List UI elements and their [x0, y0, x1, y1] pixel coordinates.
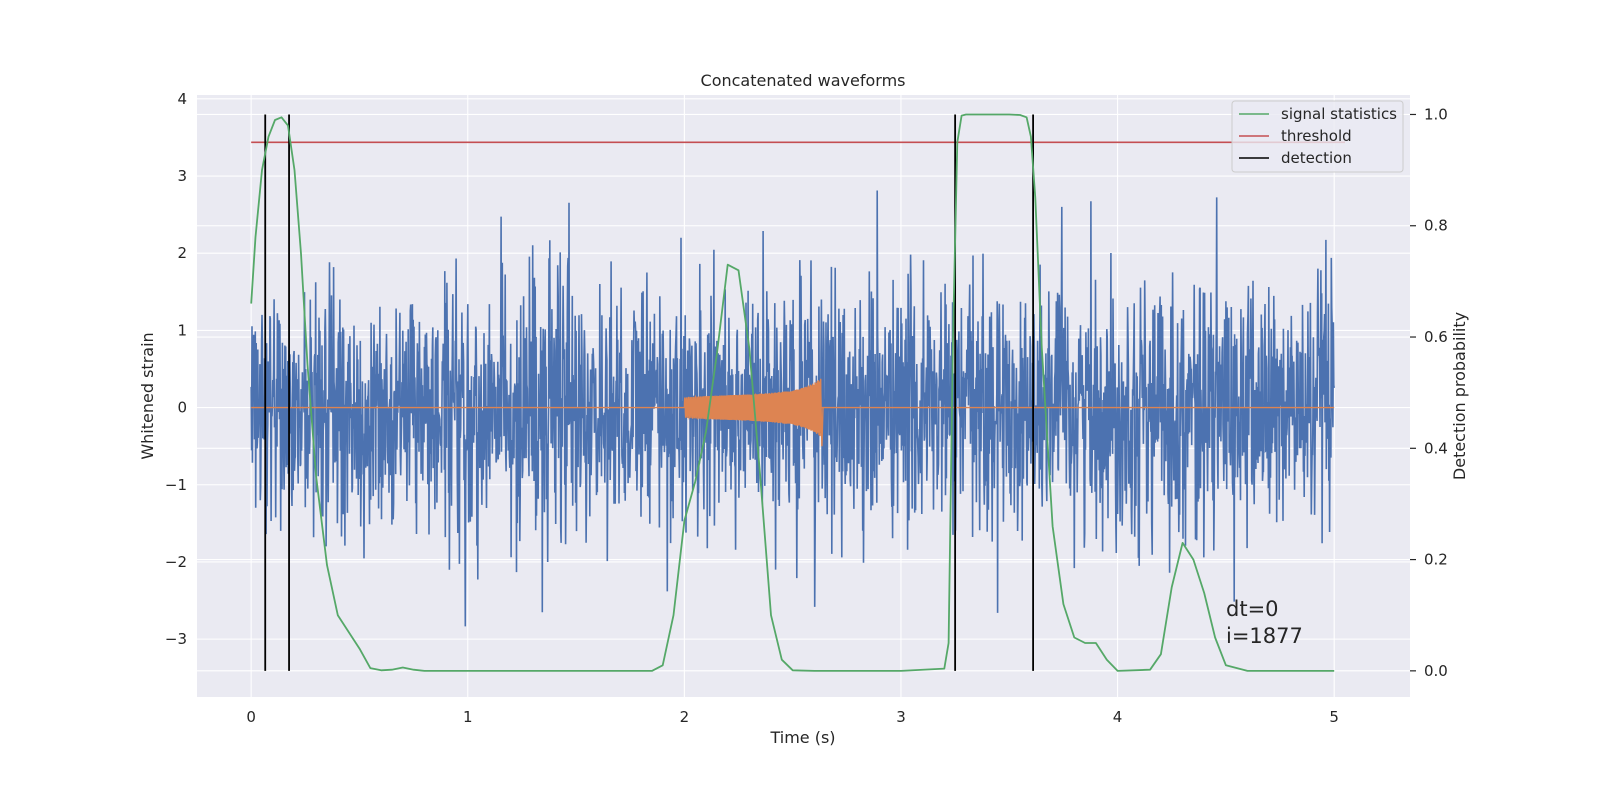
left-y-tick-label: 0 — [177, 399, 187, 417]
right-y-tick-label: 0.0 — [1424, 662, 1448, 680]
series-signal-statistics — [250, 113, 1335, 672]
series-injected-waveform — [683, 378, 824, 447]
legend-label-threshold: threshold — [1281, 127, 1352, 145]
legend: signal statistics threshold detection — [1231, 100, 1404, 173]
annotation-dt: dt=0 — [1226, 597, 1279, 621]
legend-box — [1231, 100, 1404, 173]
left-y-tick-label: 4 — [177, 90, 187, 108]
left-y-tick-label: −2 — [165, 553, 187, 571]
left-y-tick-label: −3 — [165, 630, 187, 648]
right-y-tick-label: 0.4 — [1424, 439, 1448, 457]
left-y-axis-label: Whitened strain — [138, 332, 157, 459]
left-y-tick-label: 2 — [177, 244, 187, 262]
x-tick-label: 5 — [1329, 708, 1339, 726]
chart-title: Concatenated waveforms — [701, 71, 906, 90]
x-tick-label: 3 — [896, 708, 906, 726]
left-axis-ticks: −3 −2 −1 0 1 2 3 4 — [165, 90, 187, 648]
legend-label-detection: detection — [1281, 149, 1352, 167]
x-axis-ticks: 0 1 2 3 4 5 — [246, 708, 1339, 726]
left-y-tick-label: −1 — [165, 476, 187, 494]
right-y-axis-label: Detection probability — [1450, 312, 1469, 480]
right-y-tick-label: 0.8 — [1424, 217, 1448, 235]
series-layer — [250, 113, 1346, 672]
series-whitened-strain — [250, 190, 1335, 627]
right-y-tick-label: 1.0 — [1424, 105, 1448, 123]
x-axis-label: Time (s) — [769, 728, 835, 747]
x-tick-label: 2 — [680, 708, 690, 726]
right-axis-ticks: 0.0 0.2 0.4 0.6 0.8 1.0 — [1410, 105, 1448, 680]
x-tick-label: 0 — [246, 708, 256, 726]
x-tick-label: 1 — [463, 708, 473, 726]
left-y-tick-label: 3 — [177, 167, 187, 185]
legend-label-signal-statistics: signal statistics — [1281, 105, 1397, 123]
x-tick-label: 4 — [1113, 708, 1123, 726]
right-y-tick-label: 0.2 — [1424, 551, 1448, 569]
right-y-tick-label: 0.6 — [1424, 328, 1448, 346]
left-y-tick-label: 1 — [177, 321, 187, 339]
annotation-i: i=1877 — [1226, 624, 1303, 648]
